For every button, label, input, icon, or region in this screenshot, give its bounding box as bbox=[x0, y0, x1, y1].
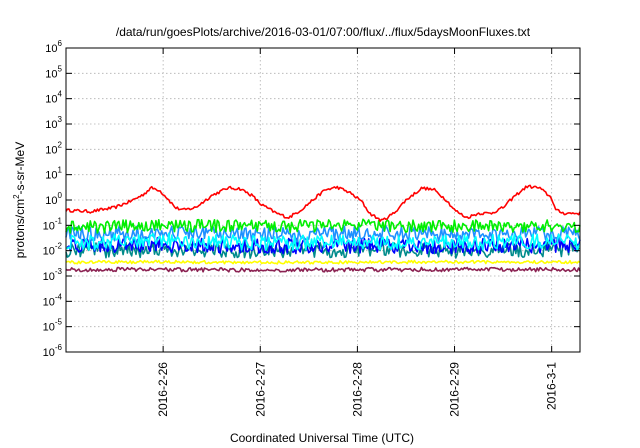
series-line bbox=[65, 225, 581, 243]
y-tick-label: 105 bbox=[45, 64, 62, 80]
y-tick-label: 10-6 bbox=[43, 343, 63, 359]
chart-title: /data/run/goesPlots/archive/2016-03-01/0… bbox=[116, 25, 531, 39]
x-axis-ticks: 2016-2-26 2016-2-27 2016-2-28 2016-2-29 2016… bbox=[156, 48, 559, 417]
y-tick-label: 104 bbox=[45, 90, 62, 106]
series-line bbox=[65, 236, 581, 255]
series-line bbox=[65, 218, 581, 234]
y-tick-label: 10-1 bbox=[43, 216, 63, 232]
y-axis-ticks: 10-6 10-5 10-4 10-3 10-2 10-1 100 101 102 103 104 1… bbox=[43, 39, 580, 359]
x-tick-label: 2016-2-29 bbox=[448, 362, 462, 417]
y-tick-label: 102 bbox=[45, 140, 62, 156]
y-tick-label: 106 bbox=[45, 39, 62, 55]
grid-lines bbox=[66, 48, 580, 352]
series-line bbox=[65, 266, 581, 273]
y-tick-label: 10-4 bbox=[43, 292, 63, 308]
x-axis-label: Coordinated Universal Time (UTC) bbox=[230, 431, 414, 445]
y-axis-label-suffix: -s-sr-MeV bbox=[13, 142, 27, 195]
x-tick-label: 2016-3-1 bbox=[545, 362, 559, 410]
series-line bbox=[65, 184, 581, 222]
y-tick-label: 10-3 bbox=[43, 267, 63, 283]
y-tick-label: 100 bbox=[45, 191, 62, 207]
y-tick-label: 10-2 bbox=[43, 242, 63, 258]
series-line bbox=[65, 259, 581, 265]
y-axis-label-prefix: protons/cm bbox=[13, 199, 27, 258]
data-series bbox=[65, 184, 581, 273]
x-tick-label: 2016-2-28 bbox=[350, 362, 364, 417]
x-tick-label: 2016-2-26 bbox=[156, 362, 170, 417]
y-tick-label: 101 bbox=[45, 166, 62, 182]
x-tick-label: 2016-2-27 bbox=[253, 362, 267, 417]
y-tick-label: 103 bbox=[45, 115, 62, 131]
y-axis-label: protons/cm2-s-sr-MeV bbox=[12, 142, 27, 258]
y-tick-label: 10-5 bbox=[43, 318, 63, 334]
series-line bbox=[65, 232, 581, 251]
y-axis-label-sup: 2 bbox=[12, 194, 21, 199]
